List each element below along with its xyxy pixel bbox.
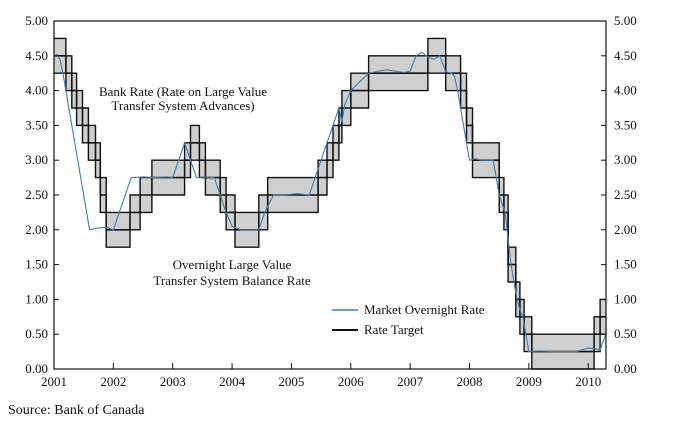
x-tick-label: 2009 (516, 374, 542, 389)
y-tick-label-right: 0.50 (614, 326, 637, 341)
legend-label-market-overnight: Market Overnight Rate (364, 302, 485, 317)
y-tick-label-left: 3.00 (25, 152, 48, 167)
y-tick-label-right: 5.00 (614, 13, 637, 28)
y-tick-label-left: 1.00 (25, 291, 48, 306)
y-tick-label-right: 4.00 (614, 83, 637, 98)
x-tick-label: 2003 (160, 374, 186, 389)
bank-rate-line (54, 37, 606, 335)
x-tick-label: 2007 (397, 374, 424, 389)
y-tick-label-left: 2.00 (25, 222, 48, 237)
x-tick-label: 2004 (219, 374, 246, 389)
series-market-overnight-rate (53, 51, 607, 353)
y-tick-label-left: 4.00 (25, 83, 48, 98)
source-note: Source: Bank of Canada (8, 403, 145, 418)
overnight-balance-rate-line (54, 72, 606, 370)
y-tick-label-right: 3.00 (614, 152, 637, 167)
annotation-overnight-line1: Overnight Large Value (173, 257, 292, 272)
x-tick-label: 2008 (456, 374, 482, 389)
y-tick-label-left: 4.50 (25, 48, 48, 63)
axis-ticks: 0.00 0.00 0.50 0.50 1.00 1.00 1.50 1.50 2.00 2.00… (25, 13, 637, 389)
legend: Market Overnight Rate Rate Target (332, 302, 485, 337)
annotation-bank-rate-line2: Transfer System Advances) (111, 98, 254, 113)
y-tick-label-right: 2.50 (614, 187, 637, 202)
y-tick-label-right: 0.00 (614, 361, 637, 376)
series-rate-target (54, 54, 606, 353)
y-tick-label-right: 1.00 (614, 291, 637, 306)
band-fill (54, 38, 606, 370)
y-tick-label-left: 0.00 (25, 361, 48, 376)
x-tick-label: 2001 (41, 374, 67, 389)
annotation-overnight-line2: Transfer System Balance Rate (153, 273, 311, 288)
x-tick-label: 2006 (338, 374, 365, 389)
y-tick-label-right: 3.50 (614, 117, 637, 132)
series-lines (53, 51, 607, 353)
x-tick-label: 2002 (100, 374, 126, 389)
annotation-bank-rate-line1: Bank Rate (Rate on Large Value (99, 84, 267, 99)
legend-label-rate-target: Rate Target (364, 322, 424, 337)
y-tick-label-left: 5.00 (25, 13, 48, 28)
x-tick-label: 2010 (575, 374, 601, 389)
y-tick-label-left: 3.50 (25, 117, 48, 132)
chart: 0.00 0.00 0.50 0.50 1.00 1.00 1.50 1.50 2.00 2.00… (25, 13, 637, 389)
y-tick-label-right: 2.00 (614, 222, 637, 237)
y-tick-label-right: 1.50 (614, 257, 637, 272)
y-tick-label-left: 1.50 (25, 257, 48, 272)
y-tick-label-left: 2.50 (25, 187, 48, 202)
y-tick-label-left: 0.50 (25, 326, 48, 341)
x-tick-label: 2005 (278, 374, 304, 389)
y-tick-label-right: 4.50 (614, 48, 637, 63)
